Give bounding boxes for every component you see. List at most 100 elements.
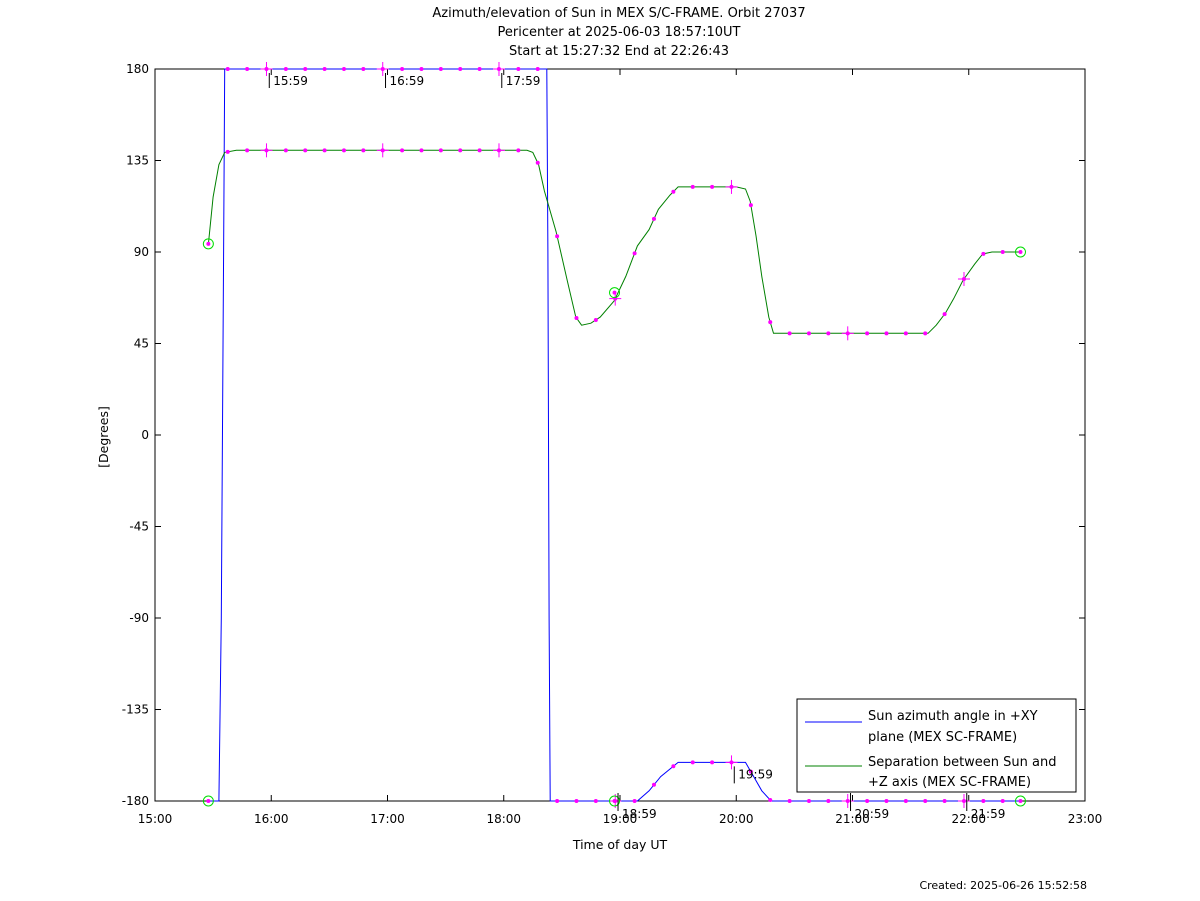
- event-circle: [202, 238, 214, 250]
- time-marker-dot: [651, 782, 656, 787]
- event-circle-center: [1018, 799, 1023, 803]
- time-marker-dot: [283, 148, 288, 153]
- time-marker-dot: [806, 331, 811, 336]
- event-circle: [609, 795, 621, 807]
- time-marker-dot: [826, 331, 831, 336]
- time-marker-dot: [632, 251, 637, 256]
- time-marker-dot: [748, 203, 753, 208]
- time-marker-dot: [961, 799, 966, 803]
- time-marker-dot: [264, 148, 269, 153]
- event-circle-center: [1018, 250, 1023, 254]
- time-marker-dot: [380, 148, 385, 153]
- time-marker-dot: [496, 67, 501, 71]
- event-circle: [1014, 795, 1026, 807]
- time-marker-dot: [690, 760, 695, 765]
- legend-label-separation-2: +Z axis (MEX SC-FRAME): [868, 775, 1031, 790]
- time-marker-dot: [303, 148, 308, 153]
- time-marker-dot: [651, 216, 656, 221]
- time-marker-dot: [845, 799, 850, 803]
- time-marker-dot: [903, 799, 908, 803]
- time-marker-dot: [1000, 250, 1005, 254]
- time-marker-dot: [1000, 799, 1005, 803]
- event-circle-layer: [202, 238, 1026, 807]
- legend: Sun azimuth angle in +XY plane (MEX SC-F…: [796, 698, 1077, 793]
- time-marker-dot: [806, 799, 811, 803]
- event-circle: [1014, 246, 1026, 258]
- annotation-label: 18:59: [622, 807, 657, 821]
- chart-titles: Azimuth/elevation of Sun in MEX S/C-FRAM…: [432, 6, 805, 59]
- x-tick-label: 16:00: [254, 812, 289, 826]
- time-marker-dot: [555, 799, 560, 803]
- y-tick-label: 0: [141, 428, 149, 442]
- x-tick-label: 17:00: [370, 812, 405, 826]
- time-marker-dot: [942, 312, 947, 317]
- time-marker-dot: [903, 331, 908, 336]
- time-marker-dot: [593, 799, 598, 803]
- time-marker-dot: [535, 160, 540, 165]
- x-tick-label: 19:00: [603, 812, 638, 826]
- legend-label-separation-1: Separation between Sun and: [868, 755, 1056, 770]
- y-tick-label: 180: [126, 62, 149, 76]
- time-marker-dot: [710, 184, 715, 189]
- time-marker-dot: [787, 799, 792, 803]
- time-marker-dot: [458, 67, 463, 71]
- time-marker-dot: [865, 331, 870, 336]
- time-marker-dot: [923, 331, 928, 336]
- time-marker-dot: [671, 764, 676, 769]
- time-marker-dot: [574, 315, 579, 320]
- annotation-label: 20:59: [855, 807, 890, 821]
- chart-title-line-3: Start at 15:27:32 End at 22:26:43: [509, 44, 729, 59]
- annotation-label: 15:59: [273, 74, 308, 88]
- time-marker-dot: [574, 799, 579, 803]
- plot-frame: [154, 68, 1086, 802]
- chart-title-line-2: Pericenter at 2025-06-03 18:57:10UT: [497, 25, 740, 40]
- y-tick-label: -180: [122, 794, 149, 808]
- y-tick-label: 45: [134, 337, 149, 351]
- annotation-layer: 15:59 16:59 17:59 18:59 19:59 20:59 21:59: [268, 73, 1006, 821]
- time-marker-dot: [961, 277, 966, 282]
- time-marker-dot: [748, 769, 753, 774]
- time-marker-dot: [438, 148, 443, 153]
- y-tick-label: -135: [122, 703, 149, 717]
- annotation-label: 16:59: [390, 74, 425, 88]
- time-marker-dot: [322, 148, 327, 153]
- time-marker-dot: [535, 67, 540, 71]
- time-marker-dot: [942, 799, 947, 803]
- y-axis-label: [Degrees]: [96, 406, 111, 468]
- event-circle-center: [206, 241, 211, 246]
- time-marker-dot: [710, 760, 715, 765]
- annotation-label: 19:59: [738, 767, 773, 781]
- x-tick-label: 22:00: [951, 812, 986, 826]
- event-circle: [609, 287, 621, 299]
- time-marker-dot: [555, 234, 560, 239]
- event-circle-center: [206, 799, 211, 803]
- time-marker-dot: [264, 67, 269, 71]
- time-marker-dot: [400, 67, 405, 71]
- series-layer: [207, 68, 1021, 802]
- chart-title-line-1: Azimuth/elevation of Sun in MEX S/C-FRAM…: [432, 6, 805, 21]
- legend-box: [796, 698, 1077, 793]
- marker-layer: [225, 62, 1005, 808]
- time-marker-dot: [768, 320, 773, 325]
- time-marker-dot: [787, 331, 792, 336]
- x-axis-ticks: 15:00 16:00 17:00 18:00 19:00 20:00 21:00 22:00…: [138, 69, 1102, 826]
- y-tick-label: -90: [129, 611, 149, 625]
- time-marker-dot: [826, 799, 831, 803]
- event-circle: [202, 795, 214, 807]
- legend-label-azimuth-1: Sun azimuth angle in +XY: [868, 709, 1038, 724]
- series-line-1: [207, 149, 1021, 334]
- time-marker-dot: [632, 799, 637, 803]
- time-marker-dot: [729, 760, 734, 765]
- x-tick-label: 20:00: [719, 812, 754, 826]
- time-marker-dot: [690, 184, 695, 189]
- x-tick-label: 15:00: [138, 812, 173, 826]
- annotation-label: 21:59: [971, 807, 1006, 821]
- time-marker-dot: [923, 799, 928, 803]
- time-marker-dot: [845, 331, 850, 336]
- time-marker-dot: [341, 148, 346, 153]
- annotation-label: 17:59: [506, 74, 541, 88]
- created-timestamp: Created: 2025-06-26 15:52:58: [919, 879, 1087, 892]
- time-marker-dot: [516, 67, 521, 71]
- y-tick-label: 135: [126, 154, 149, 168]
